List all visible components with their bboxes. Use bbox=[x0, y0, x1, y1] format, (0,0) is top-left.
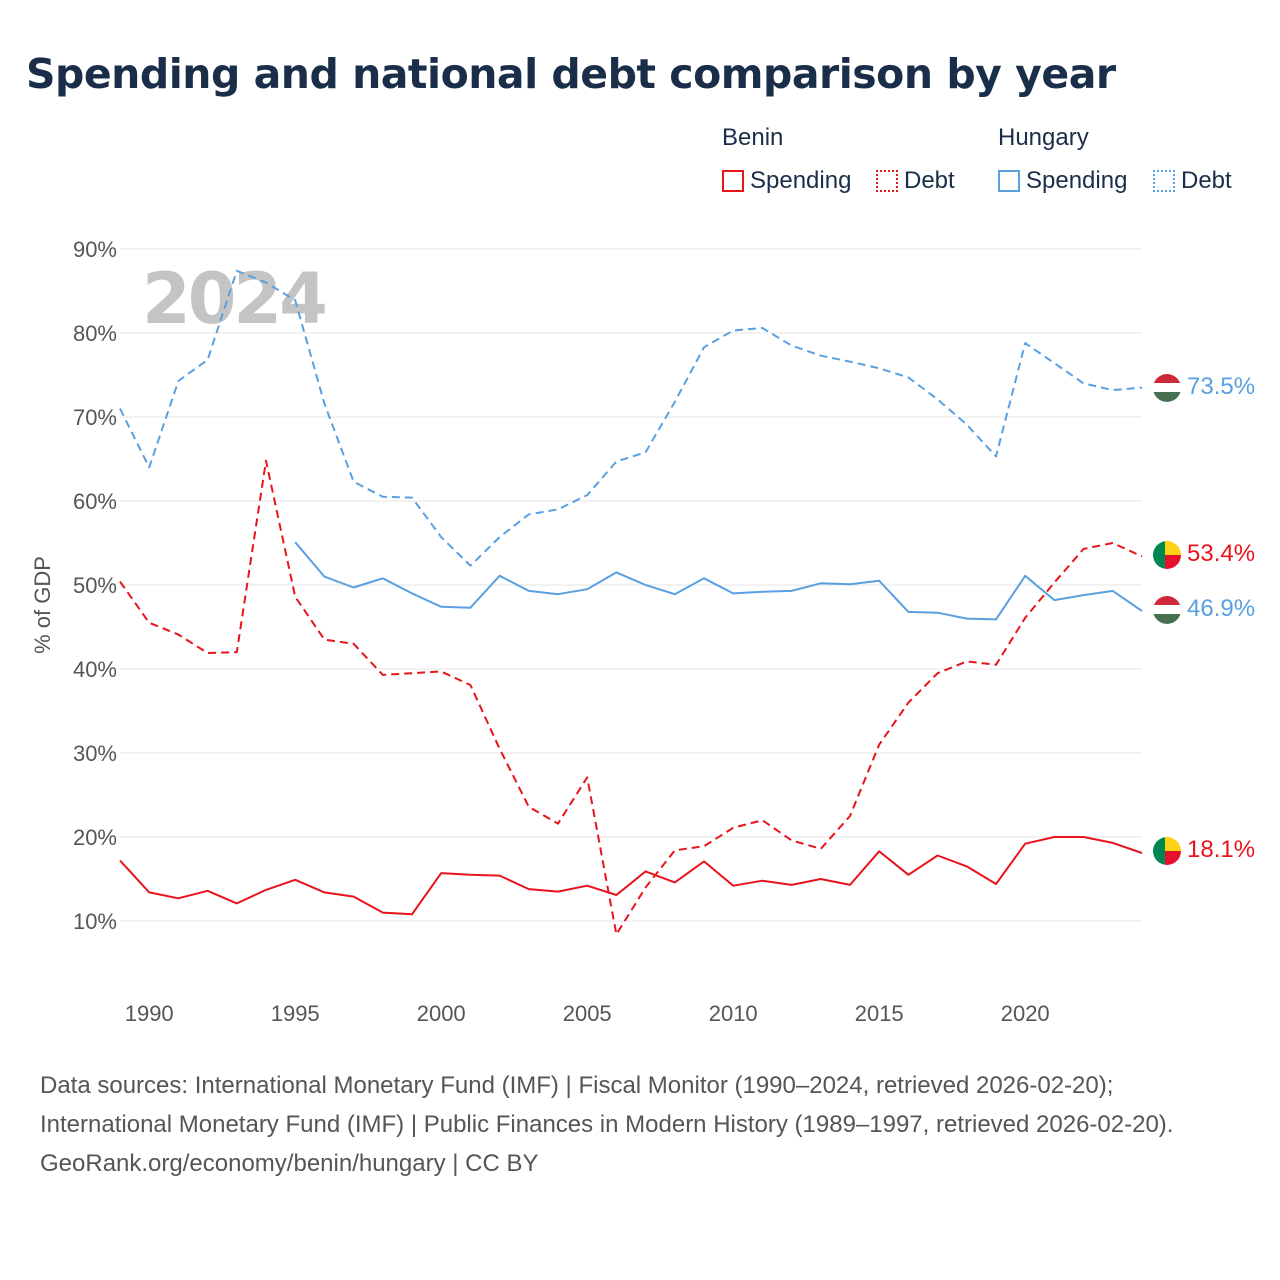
credit-link[interactable]: GeoRank.org/economy/benin/hungary | CC B… bbox=[40, 1150, 539, 1177]
line-chart: 2024 10%20%30%40%50%60%70%80%90% 1990 199… bbox=[30, 237, 1255, 1026]
data-sources: Data sources: International Monetary Fun… bbox=[40, 1072, 1174, 1138]
series-lines bbox=[119, 269, 1143, 936]
y-axis-label: % of GDP bbox=[30, 556, 55, 654]
end-label-hungary-debt: 73.5% bbox=[1187, 373, 1255, 400]
legend-benin-debt[interactable]: Debt bbox=[876, 166, 955, 196]
footer: Data sources: International Monetary Fun… bbox=[40, 1066, 1240, 1183]
x-axis-ticks: 1990 1995 2000 2005 2010 2015 2020 bbox=[125, 1001, 1050, 1026]
x-tick-label: 2020 bbox=[1001, 1001, 1050, 1026]
end-label-benin-spending: 18.1% bbox=[1187, 836, 1255, 863]
y-tick-label: 40% bbox=[73, 657, 117, 682]
legend-hungary-spending[interactable]: Spending bbox=[998, 166, 1127, 196]
y-tick-label: 20% bbox=[73, 825, 117, 850]
y-tick-label: 70% bbox=[73, 405, 117, 430]
hungary-flag-icon bbox=[1153, 374, 1181, 402]
legend-benin-spending[interactable]: Spending bbox=[722, 166, 851, 196]
x-tick-label: 1990 bbox=[125, 1001, 174, 1026]
solid-line-swatch-icon bbox=[722, 170, 744, 192]
solid-line-swatch-icon bbox=[998, 170, 1020, 192]
series-line-benin-debt[interactable] bbox=[119, 459, 1143, 936]
legend-label: Debt bbox=[904, 167, 955, 194]
gridlines bbox=[120, 248, 1142, 922]
chart-title: Spending and national debt comparison by… bbox=[26, 50, 1116, 98]
end-label-hungary-spending: 46.9% bbox=[1187, 595, 1255, 622]
end-label-benin-debt: 53.4% bbox=[1187, 540, 1255, 567]
legend-hungary-debt[interactable]: Debt bbox=[1153, 166, 1232, 196]
x-tick-label: 2005 bbox=[563, 1001, 612, 1026]
legend-label: Spending bbox=[1026, 167, 1128, 194]
y-tick-label: 60% bbox=[73, 489, 117, 514]
y-tick-label: 90% bbox=[73, 237, 117, 262]
benin-flag-icon bbox=[1153, 541, 1181, 569]
y-tick-label: 50% bbox=[73, 573, 117, 598]
series-line-hungary-spending[interactable] bbox=[294, 541, 1143, 621]
legend-group-hungary: Hungary bbox=[998, 124, 1089, 151]
y-tick-label: 10% bbox=[73, 909, 117, 934]
series-line-hungary-debt[interactable] bbox=[119, 269, 1143, 567]
series-line-benin-spending[interactable] bbox=[119, 836, 1143, 916]
y-axis-ticks: 10% 20% 30% 40% 50% 60% 70% 80% 90% bbox=[73, 237, 117, 934]
x-tick-label: 2000 bbox=[417, 1001, 466, 1026]
year-watermark: 2024 bbox=[142, 258, 325, 340]
legend-label: Spending bbox=[750, 167, 852, 194]
legend-group-benin: Benin bbox=[722, 124, 784, 151]
x-tick-label: 2015 bbox=[855, 1001, 904, 1026]
y-tick-label: 80% bbox=[73, 321, 117, 346]
x-tick-label: 1995 bbox=[271, 1001, 320, 1026]
legend-label: Debt bbox=[1181, 167, 1232, 194]
x-tick-label: 2010 bbox=[709, 1001, 758, 1026]
dashed-line-swatch-icon bbox=[876, 170, 898, 192]
y-tick-label: 30% bbox=[73, 741, 117, 766]
hungary-flag-icon bbox=[1153, 596, 1181, 624]
benin-flag-icon bbox=[1153, 837, 1181, 865]
dashed-line-swatch-icon bbox=[1153, 170, 1175, 192]
